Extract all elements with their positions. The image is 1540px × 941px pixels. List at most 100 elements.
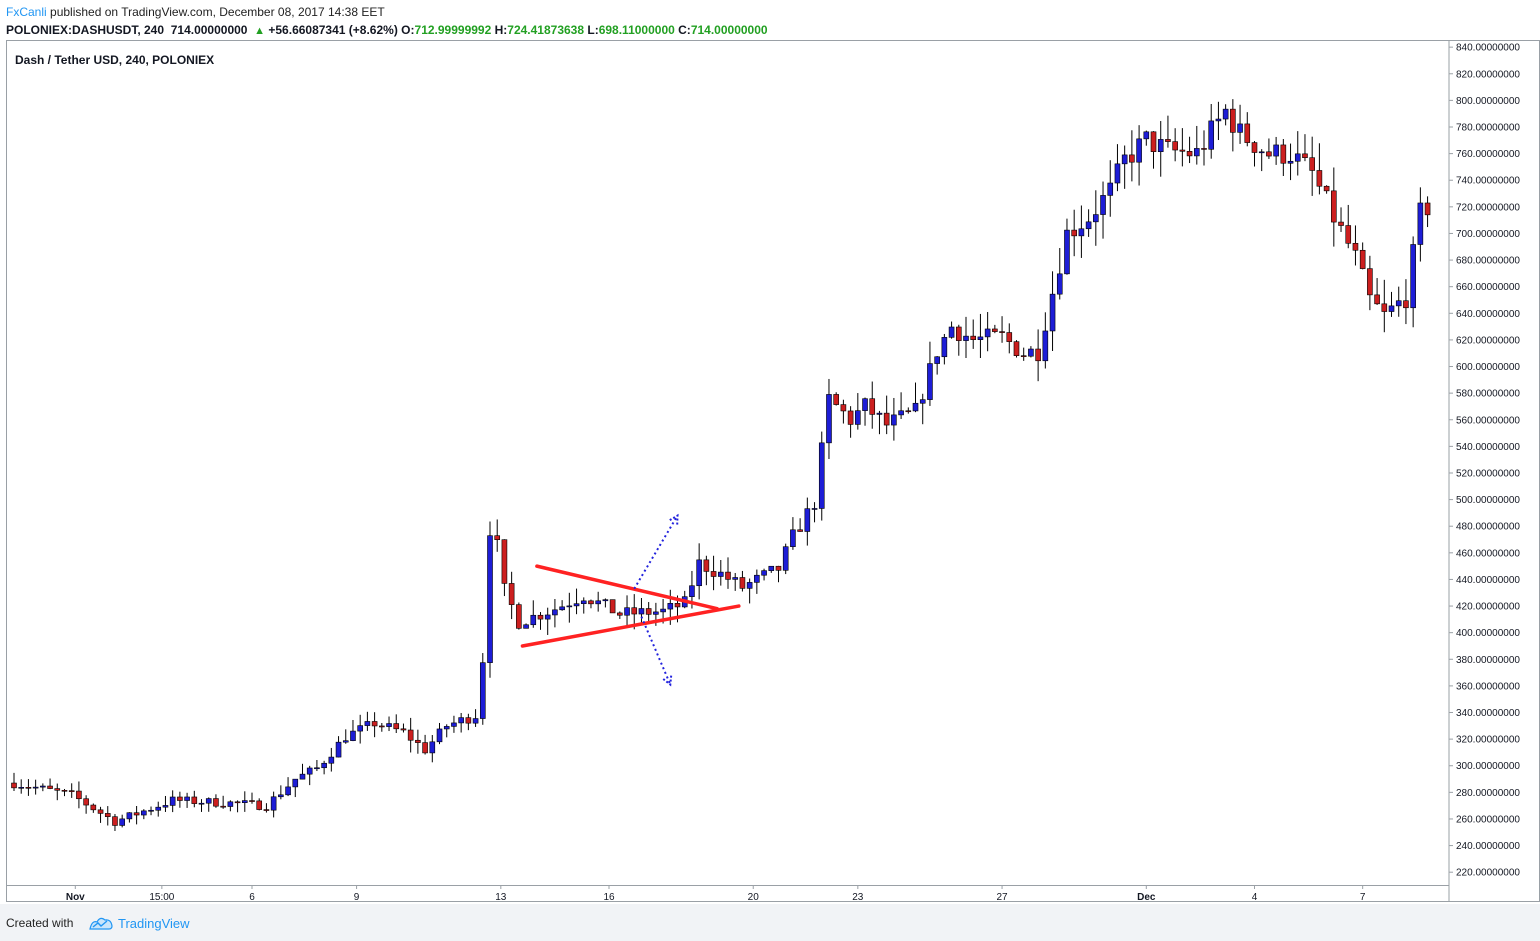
candle-down [1316,170,1323,187]
y-tick-label: 220.00000000 [1456,868,1520,879]
candle-up [818,442,825,509]
candle-up [148,809,154,812]
candle-down [104,813,111,817]
x-tick-label: 7 [1360,892,1366,903]
candle-up [912,402,919,412]
candle-down [588,600,594,605]
candle-up [1143,131,1150,140]
created-with-text: Created with [6,916,74,930]
candle-down [739,577,746,589]
candle-down [249,800,255,802]
candle-up [754,574,760,583]
x-tick-label: 6 [249,892,255,903]
candle-up [1107,182,1114,196]
candle-up [299,773,306,780]
candle-down [11,782,17,789]
candle-up [169,796,176,806]
candle-up [1100,195,1106,215]
x-tick-label: 4 [1252,892,1258,903]
candle-down [1338,221,1344,226]
y-tick-label: 500.00000000 [1456,495,1520,506]
y-tick-label: 260.00000000 [1456,814,1520,825]
candle-down [400,728,407,731]
candle-down [1367,268,1373,296]
candle-up [862,398,868,411]
y-tick-label: 560.00000000 [1456,415,1520,426]
x-tick-label: 23 [852,892,864,903]
candle-up [487,535,493,663]
candle-down [501,539,508,584]
candle-up [768,565,775,571]
candle-down [90,804,97,811]
candle-up [653,611,659,615]
y-tick-label: 320.00000000 [1456,735,1520,746]
projection-dotted-line [633,515,679,590]
candle-up [472,718,479,724]
candle-up [285,786,291,796]
candle-down [76,790,82,800]
up-triangle-icon: ▲ [254,25,266,37]
candle-up [335,741,342,758]
triangle-trendline [520,604,741,648]
close-label: C: [678,23,691,37]
candle-up [544,614,551,620]
candle-down [999,331,1005,333]
candle-down [1165,139,1171,142]
y-tick-label: 540.00000000 [1456,442,1520,453]
candle-down [955,326,962,341]
triangle-trendline [535,564,719,611]
candle-up [826,394,832,444]
candle-up [1085,221,1092,230]
low-value: 698.11000000 [598,23,675,37]
candle-down [263,809,270,811]
candle-down [1374,294,1380,305]
candle-up [1237,123,1243,133]
tradingview-logo-icon[interactable] [88,914,114,932]
author-link[interactable]: FxCanli [6,5,47,19]
candle-up [984,328,991,338]
chart-frame[interactable] [6,40,1540,902]
candle-up [1064,229,1070,275]
candle-up [342,740,349,743]
candle-down [465,717,472,724]
candle-down [883,412,890,426]
candle-down [83,798,89,806]
candle-up [443,726,450,730]
candle-up [732,577,739,580]
candle-up [1273,144,1279,157]
tradingview-brand-link[interactable]: TradingView [118,916,190,931]
candle-up [948,326,955,338]
candle-down [609,599,616,614]
candle-down [725,571,731,580]
projection-arrowhead-icon [669,513,679,525]
candle-up [1114,163,1121,184]
y-tick-label: 840.00000000 [1456,43,1520,54]
price-chart[interactable]: 220.00000000 240.00000000 260.00000000 280.… [0,40,1540,904]
footer: Created with TradingView [0,904,1540,941]
candle-up [746,582,753,589]
candle-up [855,410,861,425]
candle-up [919,399,926,404]
candle-down [256,800,263,810]
candle-down [379,725,385,728]
high-value: 724.41873638 [507,23,585,37]
candle-up [1417,202,1424,245]
candle-down [1172,141,1178,151]
candle-up [876,412,883,415]
projection-arrowhead-icon [662,675,673,687]
candle-down [970,335,977,340]
candle-up [458,717,464,724]
projection-dotted-line [640,616,672,685]
candle-up [552,609,558,616]
candle-down [494,535,501,540]
y-tick-label: 780.00000000 [1456,122,1520,133]
candle-down [645,608,652,615]
candle-down [1352,242,1359,251]
candle-up [891,414,897,426]
candle-up [386,723,392,727]
candle-up [321,762,327,769]
candle-up [18,787,25,789]
candle-up [595,600,601,605]
candle-up [314,767,320,770]
candle-down [422,742,428,754]
